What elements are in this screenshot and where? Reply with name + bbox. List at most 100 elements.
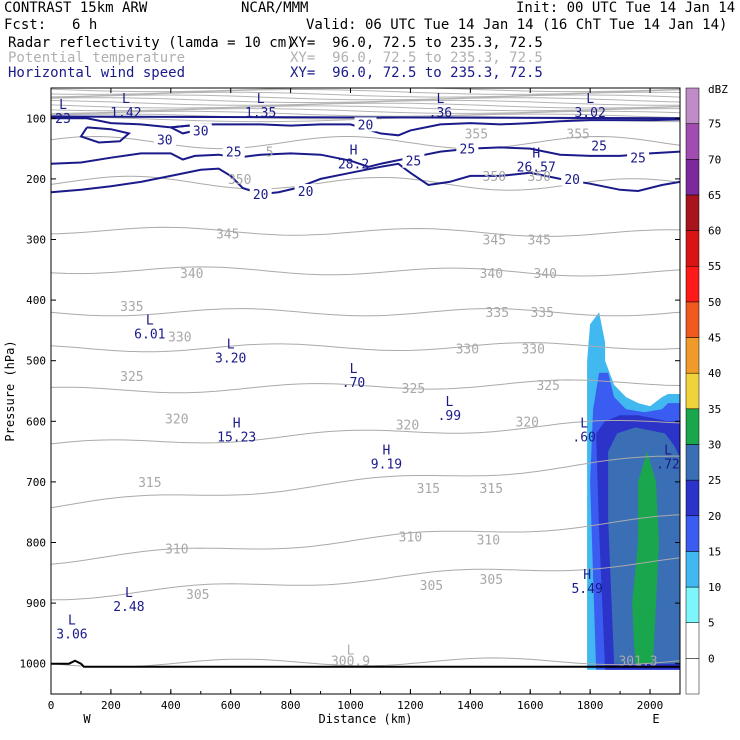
wind-label-bg	[402, 153, 425, 168]
x-tick-label: 1000	[337, 699, 364, 712]
field-wind-name: Horizontal wind speed	[8, 65, 186, 81]
x-tick-label: 200	[101, 699, 121, 712]
isentrope-label: 310	[165, 543, 188, 558]
colorbar-swatch	[685, 194, 700, 231]
extremum-type: H	[383, 444, 391, 459]
wind-label: 30	[193, 124, 209, 139]
field-wind-xy: XY= 96.0, 72.5 to 235.3, 72.5	[290, 65, 543, 81]
isentrope-label: 330	[168, 330, 191, 345]
isentrope-label: 350	[228, 173, 251, 188]
wind-contour-30	[79, 126, 132, 144]
colorbar-swatch	[685, 123, 700, 160]
extremum-value: .72	[656, 458, 679, 473]
colorbar-swatch	[685, 586, 700, 623]
valid-time: Valid: 06 UTC Tue 14 Jan 14 (16 ChT Tue …	[306, 17, 728, 33]
isentrope-325	[51, 379, 680, 394]
extremum-type: L	[125, 586, 133, 601]
isentrope-label: 335	[486, 306, 509, 321]
wind-label: 25	[460, 143, 476, 158]
isentrope-label: 340	[180, 267, 203, 282]
init-time: Init: 00 UTC Tue 14 Jan 14	[516, 0, 736, 16]
isentrope-label: 355	[566, 127, 589, 142]
x-tick-label: 400	[161, 699, 181, 712]
extremum-type: H	[532, 147, 540, 162]
wind-label: 20	[298, 185, 314, 200]
x-tick-label: 1600	[517, 699, 544, 712]
isentrope-345	[51, 226, 680, 237]
isentrope-label: 315	[138, 476, 161, 491]
x-tick-label: 1800	[577, 699, 604, 712]
isentrope-label: 345	[483, 234, 506, 249]
stratospheric-isentrope	[51, 88, 680, 93]
x-tick-label: 0	[48, 699, 55, 712]
x-axis-title: Distance (km)	[319, 712, 413, 726]
isentrope-335	[51, 308, 680, 317]
reflectivity-area-25dbz	[632, 451, 659, 664]
isentrope-label: 5	[266, 146, 274, 161]
field-theta-xy: XY= 96.0, 72.5 to 235.3, 72.5	[290, 50, 543, 66]
terrain-line	[51, 659, 680, 668]
extremum-type: H	[233, 416, 241, 431]
y-tick-label: 1000	[20, 658, 47, 671]
isentrope-305	[51, 557, 680, 601]
wind-label: 25	[406, 155, 422, 170]
stratospheric-isentrope	[51, 99, 680, 106]
extremum-type: H	[583, 568, 591, 583]
extremum-type: H	[350, 144, 358, 159]
colorbar-label: 60	[708, 225, 721, 238]
colorbar-label: 45	[708, 332, 721, 345]
extremum-type: L	[445, 395, 453, 410]
wind-label: 30	[157, 134, 173, 149]
isentrope-label: 305	[480, 573, 503, 588]
isentrope-340	[51, 266, 680, 277]
y-tick-label: 200	[26, 173, 46, 186]
isentrope-label: 345	[527, 234, 550, 249]
colorbar-label: 40	[708, 367, 721, 380]
y-tick-label: 900	[26, 597, 46, 610]
y-tick-label: 800	[26, 537, 46, 550]
isentrope-label: 340	[533, 267, 556, 282]
colorbar-swatch	[685, 372, 700, 410]
extremum-value: .99	[438, 409, 461, 424]
colorbar-swatch	[685, 230, 700, 267]
wind-label-bg	[222, 144, 245, 159]
extremum-value: 6.01	[134, 327, 165, 342]
isentrope-320	[51, 420, 680, 445]
wind-label-bg	[561, 171, 584, 186]
isentrope-label: 310	[477, 533, 500, 548]
colorbar-label: 15	[708, 545, 721, 558]
extremum-type: L	[227, 338, 235, 353]
plot-frame	[50, 87, 681, 695]
field-reflectivity-xy: XY= 96.0, 72.5 to 235.3, 72.5	[290, 35, 543, 51]
isentrope-label: 350	[483, 170, 506, 185]
fcst-value: 6 h	[72, 17, 98, 33]
colorbar-label: 30	[708, 438, 721, 451]
extremum-value: 23	[55, 112, 71, 127]
extremum-value: 9.19	[371, 458, 402, 473]
x-tick-label: 1200	[397, 699, 424, 712]
stratospheric-isentrope	[51, 94, 680, 101]
extremum-value: 1.42	[110, 106, 141, 121]
x-tick-label: 1400	[457, 699, 484, 712]
extremum-value: 3.06	[56, 627, 87, 642]
y-tick-label: 300	[26, 234, 46, 247]
wind-label: 20	[358, 118, 374, 133]
y-axis-title: Pressure (hPa)	[3, 340, 17, 441]
org-label: NCAR/MMM	[241, 0, 309, 16]
axes-layer: 0 200 400 600 800 1000 1200 1400 1600 1800 2000 100…	[3, 87, 681, 726]
extremum-value: 3.20	[215, 352, 246, 367]
wind-label-bg	[456, 141, 479, 156]
extremum-value: 3.02	[574, 106, 605, 121]
extremum-type: L	[59, 98, 67, 113]
wind-contour-20	[51, 117, 680, 137]
isentrope-label: 335	[530, 306, 553, 321]
extremum-type: L	[122, 92, 130, 107]
isentrope-label: 301.3	[618, 655, 657, 670]
extremum-value: .70	[342, 376, 365, 391]
isentrope-label: 305	[420, 579, 443, 594]
extremum-value: 1.35	[245, 106, 276, 121]
isentrope-label: 305	[186, 588, 209, 603]
extremum-value: 15.23	[217, 430, 256, 445]
